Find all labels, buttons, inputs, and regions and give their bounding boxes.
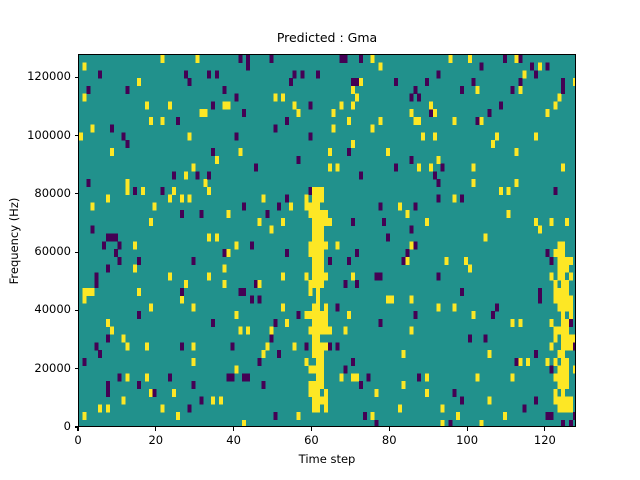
y-tick-label: 20000	[34, 360, 71, 375]
x-tick-mark	[77, 427, 79, 431]
x-tick-mark	[466, 427, 468, 431]
y-tick-mark	[74, 426, 78, 428]
y-tick-label: 120000	[27, 69, 71, 84]
y-tick-label: 40000	[34, 302, 71, 317]
y-tick-mark	[74, 76, 78, 78]
x-tick-mark	[310, 427, 312, 431]
x-tick-label: 120	[533, 433, 556, 447]
x-tick-label: 100	[456, 433, 479, 447]
y-tick-label: 80000	[34, 185, 71, 200]
x-tick-mark	[544, 427, 546, 431]
y-tick-label: 60000	[34, 244, 71, 259]
x-tick-label: 20	[148, 433, 164, 447]
x-tick-label: 40	[226, 433, 241, 447]
y-tick-label: 0	[63, 419, 71, 433]
y-tick-mark	[74, 309, 78, 311]
x-tick-mark	[233, 427, 235, 431]
y-axis-label: Frequency (Hz)	[7, 197, 21, 284]
x-tick-mark	[155, 427, 157, 431]
x-tick-label: 0	[74, 433, 82, 447]
y-tick-mark	[74, 193, 78, 195]
y-tick-mark	[74, 368, 78, 370]
x-axis-label: Time step	[298, 452, 356, 466]
y-tick-label: 100000	[27, 127, 71, 142]
y-tick-mark	[74, 251, 78, 253]
x-tick-mark	[388, 427, 390, 431]
heatmap-axes	[78, 54, 576, 427]
heatmap-canvas	[79, 55, 575, 426]
x-tick-label: 80	[381, 433, 397, 447]
y-tick-mark	[74, 135, 78, 137]
x-tick-label: 60	[304, 433, 319, 447]
chart-title: Predicted : Gma	[276, 30, 378, 45]
